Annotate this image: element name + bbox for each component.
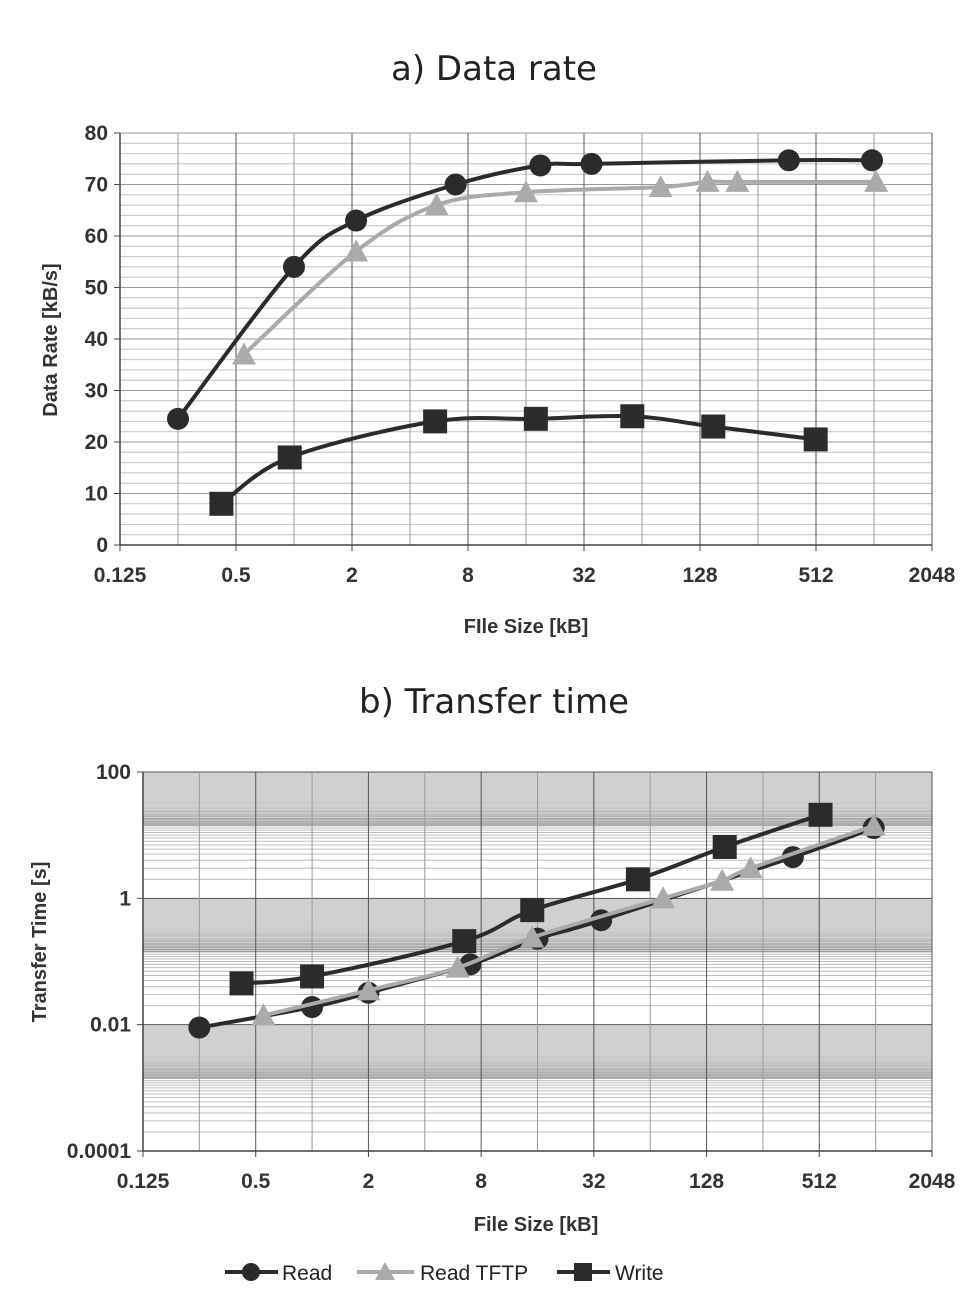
chart-a-y-tick-label: 50	[85, 277, 108, 300]
chart-b-x-tick-label: 32	[582, 1170, 605, 1193]
chart-b-point-read-tftp	[710, 868, 735, 891]
legend-marker-circle	[242, 1263, 260, 1281]
chart-a-x-tick-label: 2	[346, 564, 358, 587]
legend-marker-square	[574, 1263, 592, 1281]
chart-b-point-read-tftp	[445, 955, 470, 978]
chart-b-y-tick-label: 0.0001	[67, 1140, 132, 1163]
chart-a-y-tick-label: 0	[96, 534, 108, 557]
chart-a-point-read-tftp	[864, 169, 889, 192]
chart-b-x-tick-label: 0.125	[117, 1170, 170, 1193]
chart-a-series-read	[167, 149, 884, 430]
chart-a-x-tick-label: 0.125	[94, 564, 147, 587]
chart-a-xlabel: FIle Size [kB]	[464, 616, 588, 638]
legend-label-read: Read	[282, 1262, 332, 1285]
chart-a-point-read-tftp	[424, 193, 449, 216]
chart-b-x-tick-label: 2048	[909, 1170, 956, 1193]
chart-a-point-write	[423, 409, 448, 434]
legend-item-read-tftp: Read TFTP	[357, 1262, 528, 1285]
chart-b-point-read-tftp	[251, 1003, 276, 1026]
chart-a-x-tick-label: 0.5	[221, 564, 251, 587]
chart-b-point-write	[808, 802, 833, 827]
chart-b-point-read	[188, 1016, 211, 1039]
chart-a-y-tick-label: 40	[85, 328, 108, 351]
chart-b-x-tick-label: 128	[689, 1170, 724, 1193]
chart-b-ylabel: Transfer Time [s]	[29, 862, 51, 1023]
chart-b-point-write	[520, 898, 545, 923]
chart-a-point-write	[803, 427, 828, 452]
chart-a-y-tick-label: 60	[85, 225, 108, 248]
chart-a-y-tick-label: 70	[85, 174, 108, 197]
chart-a-point-read	[861, 149, 884, 172]
chart-b-point-write	[625, 867, 650, 892]
legend-item-read: Read	[225, 1262, 332, 1285]
chart-a-y-tick-label: 20	[85, 431, 108, 454]
chart-a: a) Data rate 0.125 0.5 2 8 32 128 512 2048 0 10 20…	[40, 49, 956, 638]
chart-b-point-read-tftp	[651, 886, 676, 909]
chart-a-point-write	[701, 414, 726, 439]
chart-b-y-tick-label: 0.01	[90, 1014, 131, 1037]
chart-b-series-write	[229, 802, 833, 996]
chart-b-point-read-tftp	[356, 978, 381, 1001]
chart-b-x-tick-label: 2	[363, 1170, 375, 1193]
chart-a-point-read	[777, 149, 800, 172]
chart-a-x-tick-label: 32	[572, 564, 595, 587]
chart-a-point-read	[529, 154, 552, 177]
chart-a-plot: 0.125 0.5 2 8 32 128 512 2048 0 10 20 30 40 50 60 70 80	[85, 122, 956, 587]
chart-a-point-read-tftp	[514, 180, 538, 203]
chart-b-x-tick-label: 8	[475, 1170, 487, 1193]
chart-a-point-read	[580, 152, 603, 175]
chart-b-point-read-tftp	[738, 856, 763, 879]
legend-label-read-tftp: Read TFTP	[420, 1262, 528, 1285]
chart-a-x-tick-label: 512	[798, 564, 833, 587]
chart-a-point-read-tftp	[725, 169, 750, 192]
chart-a-point-write	[209, 491, 234, 516]
legend-item-write: Write	[557, 1262, 664, 1285]
legend-marker-triangle	[375, 1262, 395, 1280]
chart-b-xlabel: File Size [kB]	[474, 1214, 598, 1236]
chart-b-title: b) Transfer time	[359, 682, 629, 722]
chart-a-title: a) Data rate	[391, 49, 597, 89]
chart-b-point-write	[452, 929, 477, 954]
chart-a-point-read-tftp	[648, 175, 673, 198]
chart-a-x-tick-label: 128	[682, 564, 717, 587]
chart-a-y-tick-label: 30	[85, 380, 108, 403]
chart-a-ylabel: Data Rate [kB/s]	[40, 263, 62, 416]
chart-a-point-read	[283, 255, 305, 278]
chart-a-x-tick-label: 8	[462, 564, 474, 587]
chart-b-x-tick-label: 0.5	[241, 1170, 271, 1193]
chart-a-point-write	[277, 445, 302, 470]
chart-b-plot: 0.125 0.5 2 8 32 128 512 2048 0.0001 0.01 1 100	[67, 761, 956, 1193]
chart-a-x-tick-label: 2048	[909, 564, 956, 587]
chart-a-point-read	[444, 173, 467, 196]
chart-b-point-read-tftp	[861, 813, 886, 836]
legend: Read Read TFTP Write	[225, 1262, 664, 1285]
chart-a-y-tick-label: 80	[85, 122, 108, 145]
chart-a-point-read-tftp	[231, 342, 256, 365]
chart-b-x-tick-label: 512	[802, 1170, 837, 1193]
chart-b-point-write	[300, 964, 325, 989]
chart-b-point-write	[712, 834, 737, 859]
chart-b-point-read-tftp	[520, 925, 545, 948]
chart-b-series-read-tftp	[251, 813, 886, 1026]
legend-label-write: Write	[615, 1262, 664, 1285]
chart-a-point-read	[167, 407, 189, 430]
chart-b-point-write	[229, 971, 254, 996]
chart-b: b) Transfer time 0.125 0.5 2 8 32 128 512 20480…	[29, 682, 956, 1236]
chart-a-point-read-tftp	[344, 239, 369, 262]
chart-a-series-write	[209, 404, 828, 516]
chart-a-y-tick-label: 10	[85, 483, 108, 506]
chart-a-point-write	[620, 404, 645, 429]
chart-b-y-tick-label: 100	[96, 761, 131, 784]
chart-a-point-read	[345, 209, 368, 232]
chart-b-y-tick-label: 1	[119, 887, 131, 910]
chart-a-series-read-tftp	[231, 169, 889, 365]
chart-a-point-read-tftp	[695, 169, 720, 192]
chart-a-point-write	[523, 406, 548, 431]
